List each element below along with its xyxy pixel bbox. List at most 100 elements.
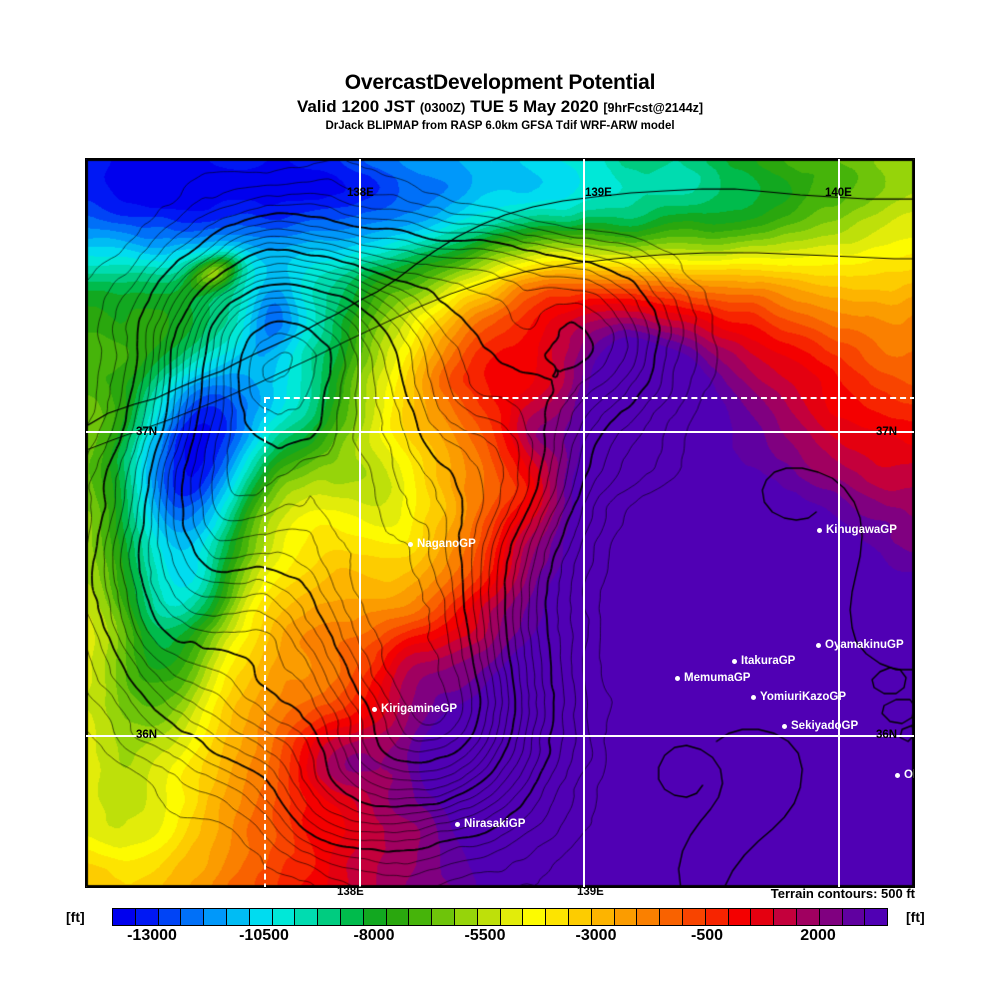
station-marker[interactable]: KinugawaGP [817,524,897,537]
valid-time-prefix: Valid 1200 JST [296,97,416,116]
station-label: NirasakiGP [464,818,526,830]
colorbar-unit-right: [ft] [906,909,925,925]
colorbar-swatch [386,909,410,925]
colorbar-tick-label: -13000 [127,927,177,944]
colorbar-swatch [363,909,387,925]
colorbar-swatch [204,909,227,925]
station-dot-icon [732,659,737,665]
colorbar-tick-label: -5500 [464,927,506,944]
colorbar-swatch [500,909,524,925]
station-label: OhtoneAD [904,769,914,781]
colorbar-swatch [568,909,592,925]
colorbar-swatch [409,909,433,925]
station-marker[interactable]: NirasakiGP [455,818,526,831]
latitude-label-left: 37N [136,426,158,438]
colorbar-tick-label: 2000 [800,927,836,944]
longitude-label: 140E [825,187,852,199]
colorbar-swatch [751,909,775,925]
colorbar-swatch [682,909,706,925]
colorbar-swatch [796,909,820,925]
colorbar-swatch [226,909,250,925]
valid-date: TUE 5 May 2020 [470,97,599,116]
station-marker[interactable]: OyamakinuGP [816,639,904,652]
parallel-line [86,431,914,433]
colorbar-swatch [546,909,569,925]
colorbar-swatch [523,909,547,925]
colorbar-tick-label: -8000 [353,927,395,944]
colorbar-swatch [865,909,888,925]
colorbar-swatch [660,909,683,925]
latitude-label-right: 37N [876,426,898,438]
colorbar-swatch [181,909,205,925]
meridian-line [838,159,840,887]
colorbar-swatch [158,909,182,925]
station-dot-icon [817,528,822,534]
longitude-label-bottom: 139E [577,886,604,898]
station-dot-icon [675,676,680,682]
colorbar-swatch [591,909,615,925]
colorbar-swatch [728,909,752,925]
station-label: NaganoGP [417,538,476,550]
station-dot-icon [816,643,821,649]
map-raster-layer [86,159,914,887]
colorbar-swatch [340,909,364,925]
latitude-label-right: 36N [876,729,898,741]
colorbar-swatch [295,909,319,925]
station-marker[interactable]: KirigamineGP [372,703,458,716]
parallel-line [86,735,914,737]
latitude-label-left: 36N [136,729,158,741]
station-label: KirigamineGP [381,703,458,715]
weather-map[interactable]: KinugawaGP NaganoGP OyamakinuGP ItakuraGP Me… [85,158,915,888]
station-dot-icon [751,695,756,701]
meridian-line [583,159,585,887]
meridian-line [359,159,361,887]
colorbar-swatch [249,909,273,925]
colorbar-swatch [432,909,455,925]
valid-time-utc: (0300Z) [419,100,466,115]
colorbar-swatch [454,909,478,925]
station-marker[interactable]: SekiyadoGP [782,720,859,733]
longitude-label: 138E [347,187,374,199]
station-dot-icon [455,822,460,828]
colorbar-swatch [477,909,501,925]
station-label: KinugawaGP [826,524,897,536]
station-label: SekiyadoGP [791,720,859,732]
colorbar-tick-label: -10500 [239,927,289,944]
colorbar-tick-label: -500 [690,927,724,944]
longitude-label-bottom: 138E [337,886,364,898]
station-label: ItakuraGP [741,655,796,667]
terrain-contour-note: Terrain contours: 500 ft [770,886,915,901]
colorbar-swatch [637,909,661,925]
page-title: OvercastDevelopment Potential [344,71,656,94]
colorbar-block: [ft] [ft] -13000 -10500 -8000 -5500 -3000 -50… [0,903,1000,953]
colorbar-swatch [705,909,729,925]
station-dot-icon [895,773,900,779]
station-marker[interactable]: NaganoGP [408,538,476,551]
station-marker[interactable]: OhtoneAD [895,769,914,782]
station-dot-icon [408,542,413,548]
colorbar-swatch [614,909,638,925]
colorbar-swatch [113,909,136,925]
header-block: OvercastDevelopment Potential Valid 1200… [0,72,1000,133]
station-marker[interactable]: ItakuraGP [732,655,796,668]
station-dot-icon [372,707,377,713]
valid-time-line: Valid 1200 JST (0300Z) TUE 5 May 2020 [9… [0,98,1000,115]
colorbar-swatch [819,909,843,925]
station-marker[interactable]: YomiuriKazoGP [751,691,847,704]
colorbar-swatch [842,909,866,925]
colorbar-swatch [774,909,797,925]
colorbar-unit-left: [ft] [66,909,85,925]
model-source-line: DrJack BLIPMAP from RASP 6.0km GFSA Tdif… [325,120,675,132]
colorbar-swatch [135,909,159,925]
colorbar-tick-label: -3000 [575,927,617,944]
station-label: OyamakinuGP [825,639,904,651]
station-label: MemumaGP [684,672,751,684]
station-marker[interactable]: MemumaGP [675,672,751,685]
station-label: YomiuriKazoGP [760,691,847,703]
longitude-label: 139E [585,187,612,199]
colorbar-swatch [318,909,341,925]
colorbar-scale[interactable] [112,908,888,926]
station-dot-icon [782,724,787,730]
colorbar-swatch [272,909,296,925]
forecast-tag: [9hrFcst@2144z] [603,101,704,115]
